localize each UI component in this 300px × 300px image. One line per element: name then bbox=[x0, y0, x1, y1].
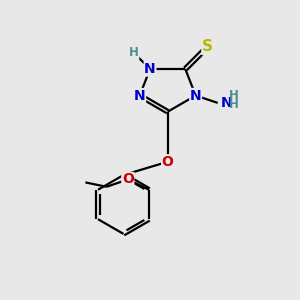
Text: N: N bbox=[144, 62, 156, 76]
Text: O: O bbox=[162, 155, 174, 169]
Text: H: H bbox=[229, 89, 239, 102]
Text: N: N bbox=[221, 96, 232, 110]
Text: N: N bbox=[190, 88, 202, 103]
Text: H: H bbox=[229, 98, 239, 111]
Text: O: O bbox=[122, 172, 134, 186]
Text: H: H bbox=[129, 46, 139, 59]
Text: N: N bbox=[134, 88, 146, 103]
Text: S: S bbox=[202, 39, 213, 54]
